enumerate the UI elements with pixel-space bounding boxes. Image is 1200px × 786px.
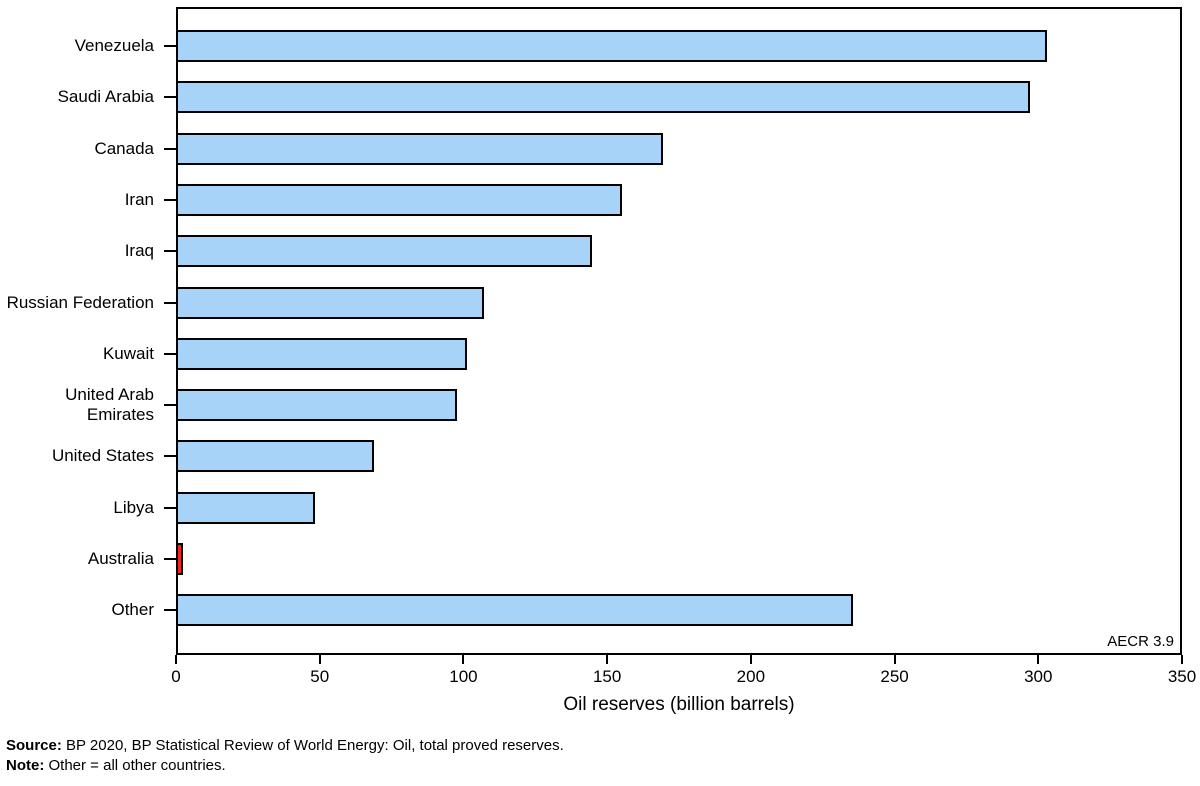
x-tick-label-100: 100 — [449, 667, 478, 686]
x-tick-label-300: 300 — [1024, 667, 1053, 686]
y-label-united-arab-emirates: United Arab Emirates — [65, 385, 154, 425]
x-axis-title: Oil reserves (billion barrels) — [563, 694, 795, 715]
y-axis-labels: Venezuela Saudi Arabia Canada Iran Iraq Russi… — [0, 0, 176, 660]
y-label-united-states: United States — [51, 446, 154, 466]
source-label: Source: — [6, 737, 62, 754]
y-tick-australia — [164, 558, 176, 560]
y-label-libya: Libya — [113, 497, 154, 517]
bar-united-arab-emirates — [176, 389, 457, 422]
x-tick-mark-100 — [462, 655, 465, 664]
figure-tag: AECR 3.9 — [1107, 633, 1174, 650]
y-label-iran: Iran — [124, 189, 154, 209]
bar-venezuela — [176, 30, 1048, 62]
bar-saudi-arabia — [176, 81, 1030, 114]
bar-united-states — [176, 440, 374, 473]
y-tick-iran — [164, 198, 176, 201]
bar-kuwait — [176, 337, 468, 370]
y-tick-united-arab-emirates — [164, 404, 176, 407]
y-label-australia: Australia — [87, 549, 154, 568]
bar-iraq — [176, 235, 592, 268]
x-tick-label-350: 350 — [1167, 667, 1197, 686]
y-label-russian-federation: Russian Federation — [6, 292, 154, 312]
x-tick-mark-350 — [1181, 655, 1183, 664]
x-tick-mark-250 — [893, 655, 896, 664]
bar-canada — [176, 132, 663, 165]
bar-other — [176, 594, 853, 627]
bar-libya — [176, 491, 315, 524]
y-tick-canada — [164, 147, 176, 150]
bar-australia — [176, 543, 183, 575]
y-tick-other — [164, 609, 176, 612]
y-label-venezuela: Venezuela — [74, 36, 154, 55]
bar-russian-federation — [176, 286, 484, 319]
x-tick-label-250: 250 — [880, 667, 909, 686]
x-tick-label-150: 150 — [592, 667, 622, 686]
x-tick-mark-150 — [606, 655, 609, 664]
x-tick-mark-50 — [318, 655, 321, 664]
y-tick-venezuela — [164, 45, 176, 47]
plot-area: AECR 3.9 — [176, 7, 1182, 655]
y-tick-iraq — [164, 250, 176, 253]
x-tick-label-50: 50 — [310, 667, 330, 686]
source-note-block: Source: BP 2020, BP Statistical Review o… — [6, 736, 564, 776]
y-tick-russian-federation — [164, 301, 176, 304]
y-tick-libya — [164, 506, 176, 509]
note-label: Note: — [6, 757, 45, 774]
y-tick-united-states — [164, 455, 176, 458]
y-tick-saudi-arabia — [164, 96, 176, 99]
x-tick-mark-200 — [749, 655, 752, 664]
x-tick-label-0: 0 — [171, 667, 181, 686]
bar-iran — [176, 183, 623, 216]
note-line: Note: Other = all other countries. — [6, 756, 564, 776]
y-label-saudi-arabia: Saudi Arabia — [57, 87, 154, 107]
y-label-kuwait: Kuwait — [102, 343, 154, 363]
source-text: BP 2020, BP Statistical Review of World … — [61, 737, 564, 754]
source-line: Source: BP 2020, BP Statistical Review o… — [6, 736, 564, 756]
x-tick-mark-300 — [1037, 655, 1040, 664]
y-tick-kuwait — [164, 352, 176, 355]
y-label-canada: Canada — [94, 138, 154, 158]
y-label-other: Other — [111, 600, 154, 620]
y-label-iraq: Iraq — [124, 241, 154, 261]
note-text: Other = all other countries. — [44, 757, 226, 774]
x-tick-label-200: 200 — [736, 667, 766, 686]
